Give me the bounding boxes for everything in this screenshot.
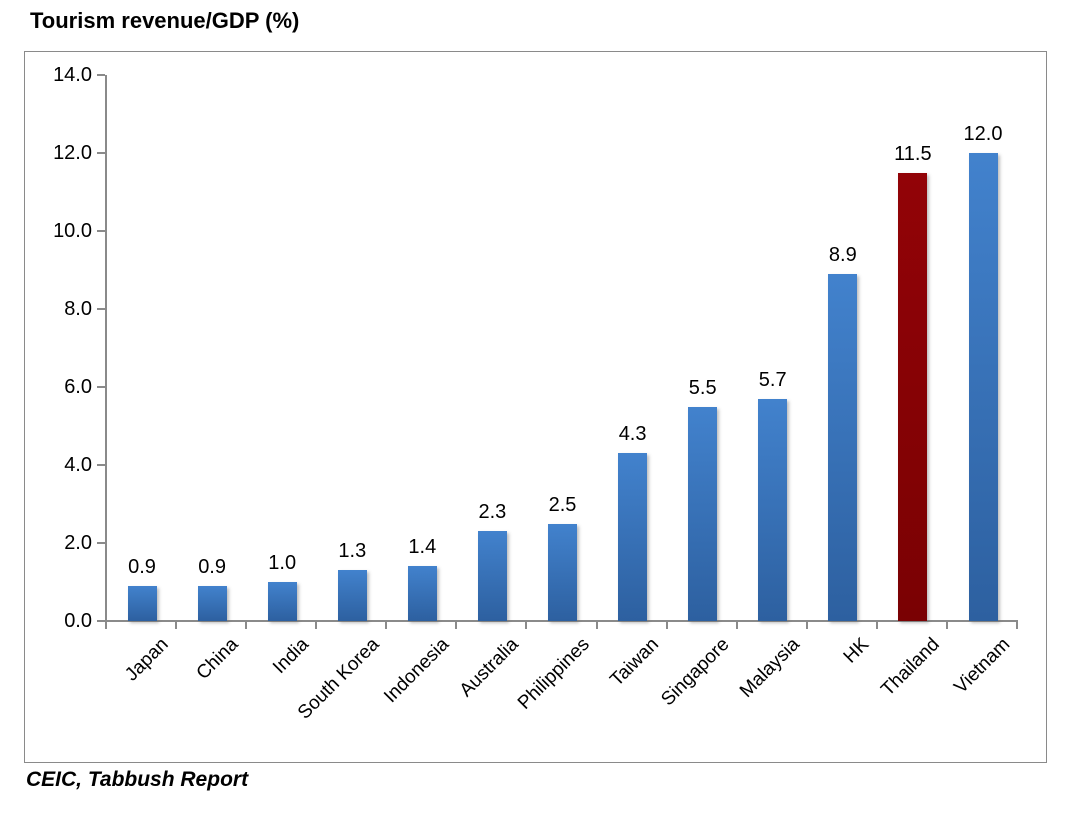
x-axis-tick — [315, 620, 318, 629]
x-axis-tick — [525, 620, 528, 629]
x-axis-line — [105, 620, 1018, 622]
y-axis-tick — [97, 386, 105, 388]
bar-hk — [828, 273, 858, 621]
y-tick-label: 8.0 — [64, 298, 92, 320]
y-axis-tick — [97, 464, 105, 466]
bar-japan — [127, 585, 157, 621]
y-tick-label: 4.0 — [64, 454, 92, 476]
x-axis-tick — [175, 620, 178, 629]
x-axis-tick — [945, 620, 948, 629]
bar-value-label: 1.4 — [408, 536, 437, 559]
bar-value-label: 1.0 — [268, 552, 297, 574]
y-axis-tick — [97, 74, 105, 76]
bar-value-label: 2.5 — [548, 493, 577, 516]
bar-value-label: 8.9 — [828, 243, 857, 266]
bar-australia — [477, 531, 507, 621]
y-tick-label: 10.0 — [53, 220, 92, 242]
bar-value-label: 2.3 — [478, 501, 507, 524]
y-axis-tick — [97, 230, 105, 232]
bar-taiwan — [618, 453, 648, 621]
y-tick-label: 2.0 — [64, 532, 92, 554]
bar-thailand — [898, 172, 928, 621]
x-axis-tick — [385, 620, 388, 629]
x-axis-tick — [735, 620, 738, 629]
y-axis-tick — [97, 542, 105, 544]
y-tick-label: 0.0 — [64, 610, 92, 632]
x-axis-tick — [1016, 620, 1018, 629]
x-axis-tick — [595, 620, 598, 629]
bar-value-label: 12.0 — [963, 123, 1003, 145]
bar-china — [197, 585, 227, 621]
bar-value-label: 1.3 — [338, 540, 367, 563]
chart-title: Tourism revenue/GDP (%) — [30, 8, 300, 33]
y-axis-tick — [97, 152, 105, 154]
x-axis-tick — [245, 620, 248, 629]
bar-value-label: 0.9 — [128, 555, 156, 578]
bar-value-label: 4.3 — [618, 423, 647, 446]
chart-frame — [24, 51, 1047, 763]
x-axis-tick — [105, 620, 107, 629]
source-note: CEIC, Tabbush Report — [26, 768, 249, 791]
bar-value-label: 5.7 — [758, 368, 787, 391]
x-axis-tick — [665, 620, 668, 629]
bar-south-korea — [337, 570, 367, 621]
bar-philippines — [548, 523, 577, 621]
x-axis-tick — [805, 620, 808, 629]
bar-vietnam — [968, 153, 998, 621]
bar-indonesia — [407, 566, 437, 621]
bar-value-label: 0.9 — [198, 555, 226, 578]
y-tick-label: 12.0 — [53, 142, 92, 164]
x-axis-tick — [455, 620, 458, 629]
bar-value-label: 5.5 — [688, 376, 717, 399]
y-axis-tick — [97, 620, 105, 622]
y-axis-tick — [97, 308, 105, 310]
bar-value-label: 11.5 — [894, 142, 932, 165]
y-tick-label: 6.0 — [64, 376, 92, 398]
y-tick-label: 14.0 — [53, 64, 92, 86]
bar-malaysia — [758, 398, 788, 621]
x-axis-tick — [875, 620, 878, 629]
bar-india — [267, 582, 297, 621]
bar-singapore — [688, 406, 718, 621]
y-axis-line — [105, 75, 107, 623]
